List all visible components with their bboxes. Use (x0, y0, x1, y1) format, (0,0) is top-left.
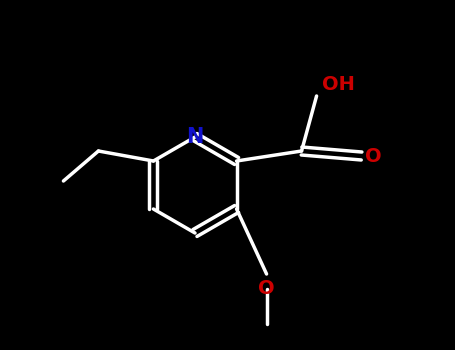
Text: OH: OH (322, 75, 354, 93)
Text: O: O (365, 147, 382, 166)
Text: O: O (258, 279, 275, 298)
Text: N: N (186, 127, 204, 147)
